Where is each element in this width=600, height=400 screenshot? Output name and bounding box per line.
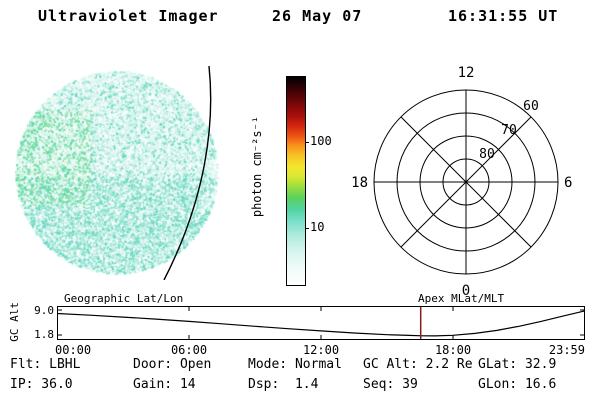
- x-tick-label: 06:00: [170, 343, 208, 357]
- status-gc-alt: GC Alt: 2.2 Re: [363, 357, 473, 372]
- colorbar-units-label: photon cm⁻²s⁻¹: [250, 116, 264, 218]
- mlt-label-18: 18: [352, 175, 368, 191]
- mlat-label-70: 70: [501, 123, 517, 138]
- observation-date: 26 May 07: [272, 7, 363, 25]
- mlt-label-0: 0: [462, 283, 470, 299]
- observation-time: 16:31:55 UT: [448, 7, 559, 25]
- mlat-label-80: 80: [479, 147, 495, 162]
- strip-chart-left-title: Geographic Lat/Lon: [64, 292, 184, 305]
- colorbar-tick-mark: [305, 227, 309, 229]
- x-tick-label: 12:00: [302, 343, 340, 357]
- y-tick-label: 9.0: [34, 304, 54, 317]
- colorbar-tick-mark: [305, 141, 309, 143]
- mlat-label-60: 60: [523, 99, 539, 114]
- x-tick-label: 23:59: [548, 343, 585, 357]
- status-glon: GLon: 16.6: [478, 377, 557, 392]
- x-tick-label: 00:00: [55, 343, 92, 357]
- strip-chart-right-title: Apex MLat/MLT: [418, 292, 505, 305]
- uv-image-panel: [12, 66, 222, 280]
- status-dsp: Dsp: 1.4: [248, 377, 319, 392]
- altitude-chart: [57, 306, 585, 340]
- status-flt: Flt: LBHL: [10, 357, 81, 372]
- status-door: Door: Open: [133, 357, 212, 372]
- mlt-label-6: 6: [564, 175, 572, 191]
- status-ip: IP: 36.0: [10, 377, 73, 392]
- polar-grid-panel: 12 0 18 6 60 70 80: [352, 65, 572, 299]
- grid-spoke-diagonal: [400, 116, 532, 248]
- terminator-overlay: [163, 66, 212, 280]
- chart-axis-ticks: [58, 307, 584, 339]
- status-seq: Seq: 39: [363, 377, 418, 392]
- status-gain: Gain: 14: [133, 377, 196, 392]
- colorbar-tick-label: 100: [310, 133, 332, 148]
- altitude-curve: [57, 310, 585, 337]
- chart-frame: [57, 306, 585, 340]
- status-mode: Mode: Normal: [248, 357, 342, 372]
- polar-grid-lines: [373, 89, 559, 275]
- colorbar-tick-label: 10: [310, 219, 325, 234]
- colorbar-gradient: [286, 76, 306, 286]
- app-title: Ultraviolet Imager: [38, 7, 219, 25]
- y-tick-label: 1.8: [34, 328, 54, 341]
- status-glat: GLat: 32.9: [478, 357, 557, 372]
- mlt-label-12: 12: [458, 65, 475, 81]
- uv-image: [12, 66, 222, 280]
- terminator-line: [163, 66, 212, 280]
- x-tick-label: 18:00: [434, 343, 472, 357]
- y-axis-label: GC Alt: [8, 302, 21, 342]
